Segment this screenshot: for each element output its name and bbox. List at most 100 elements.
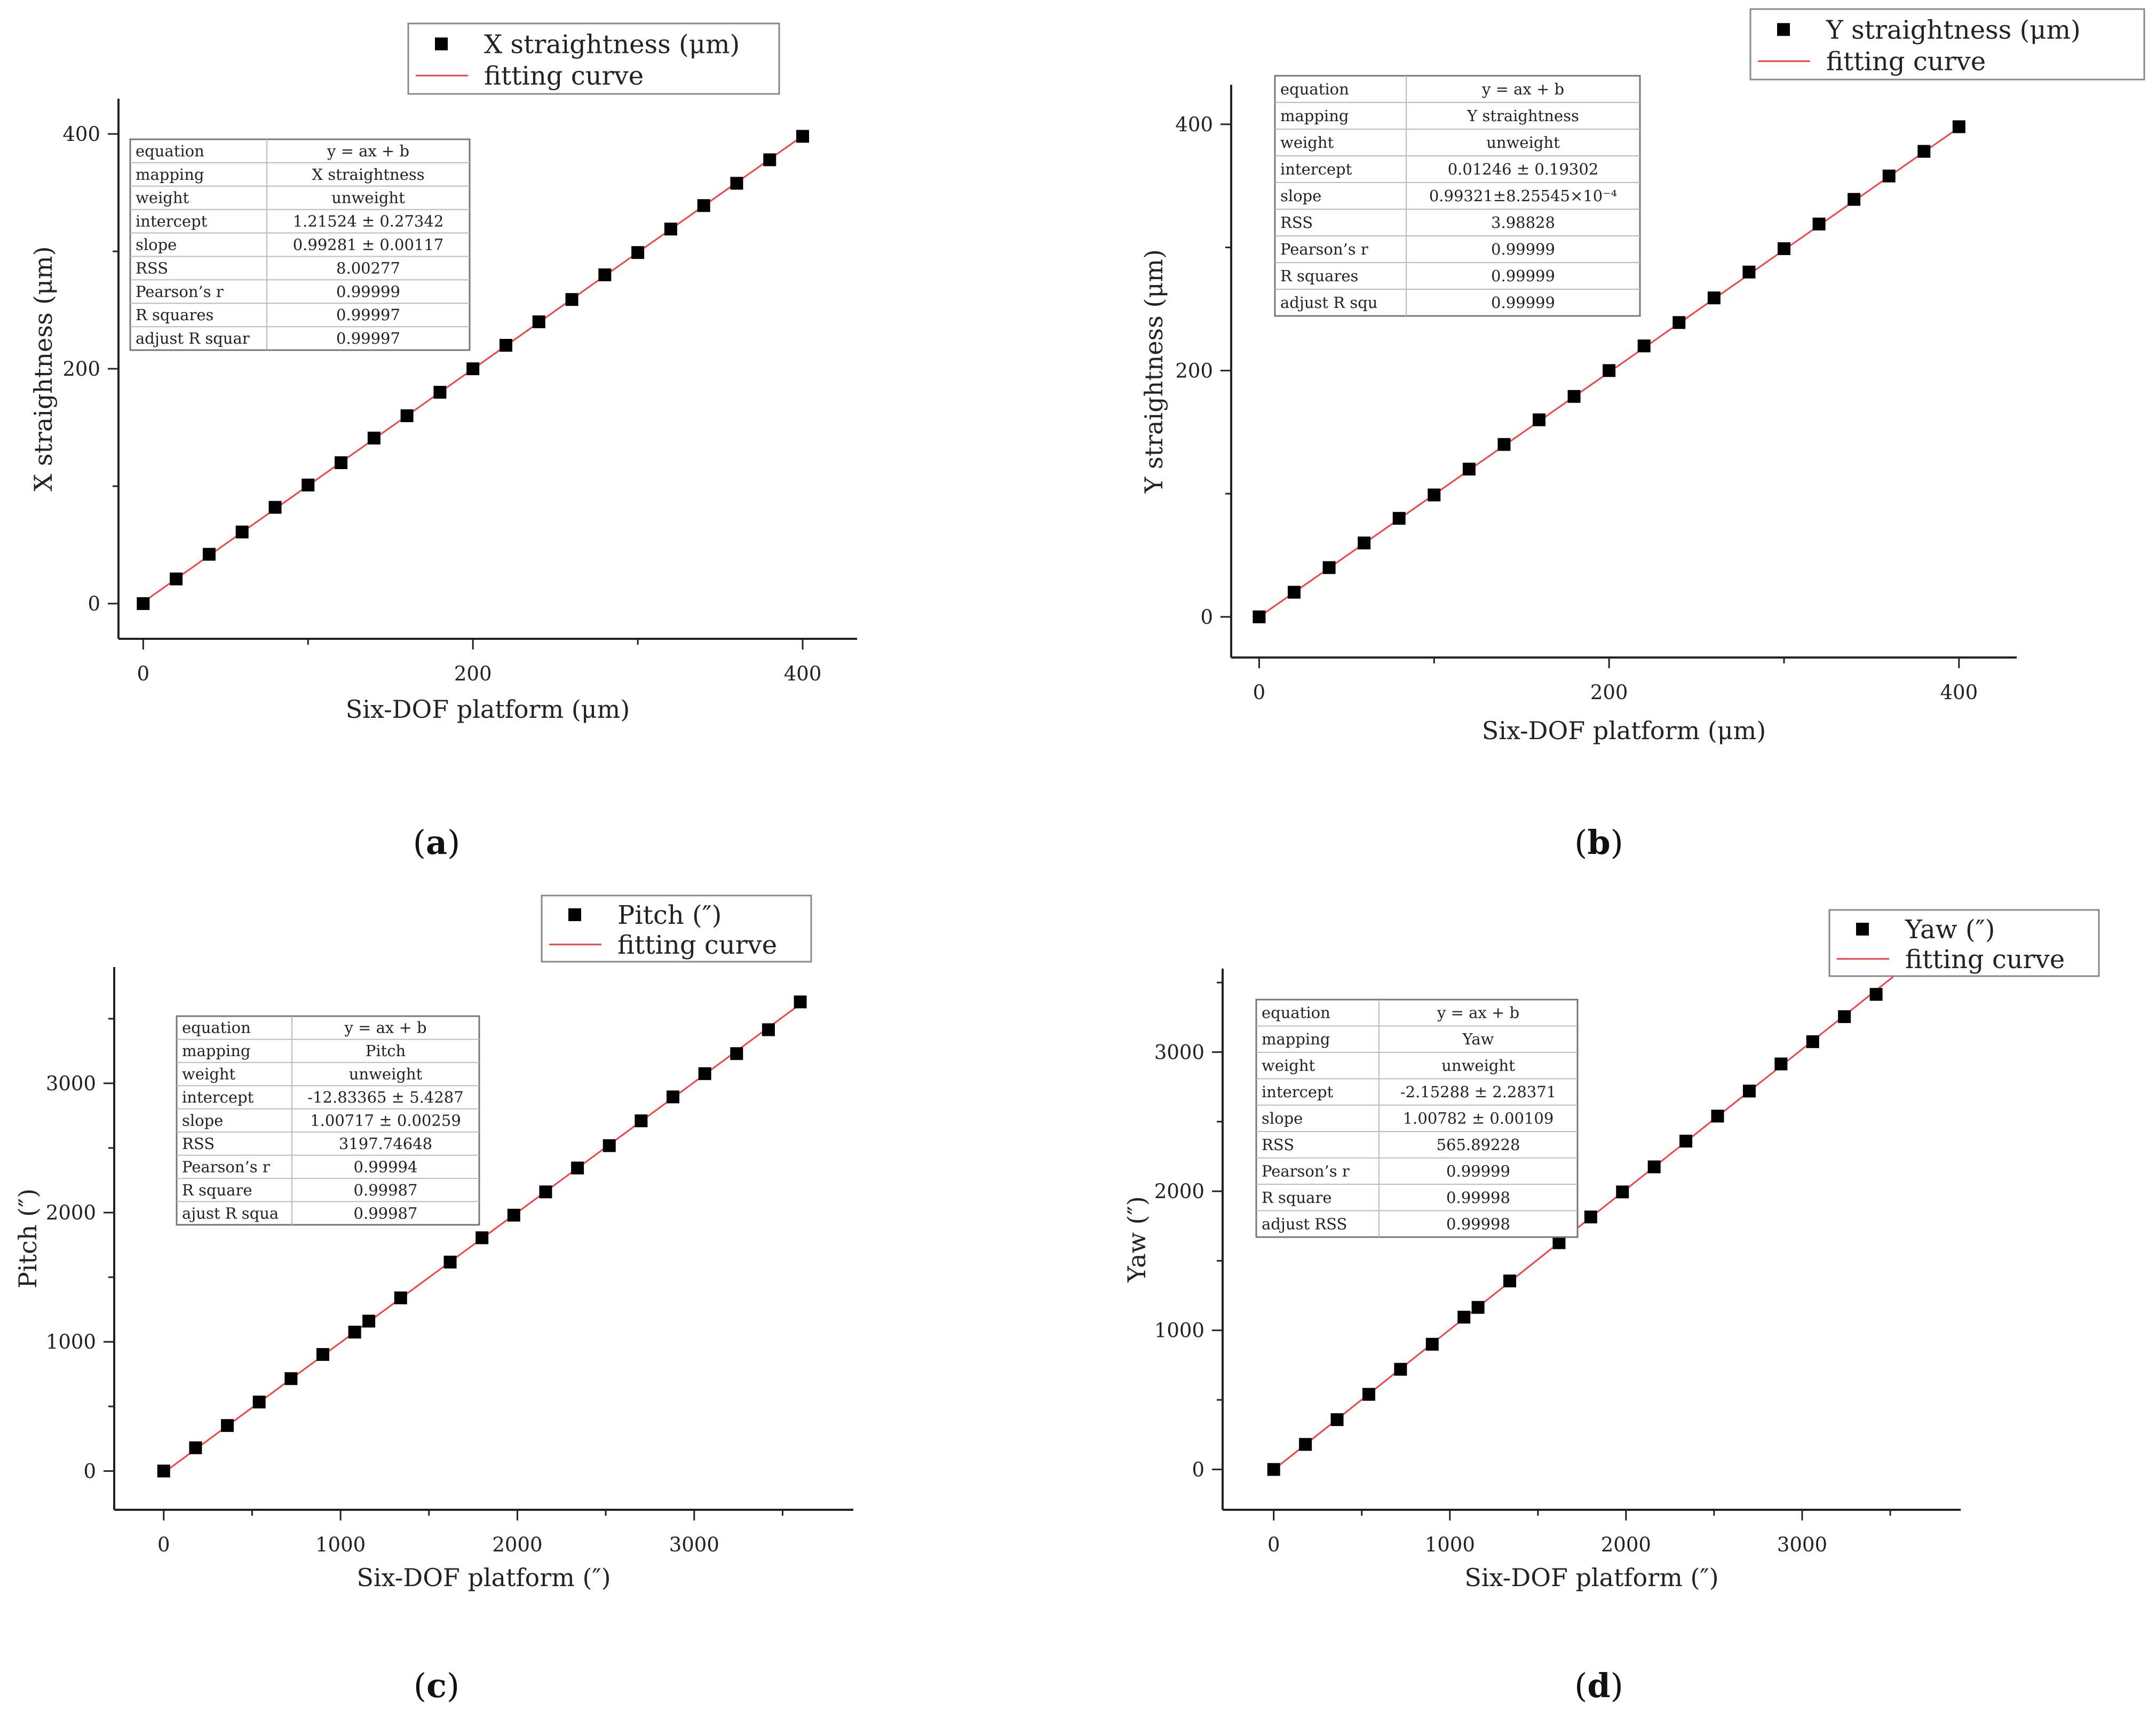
y-axis-title: Pitch (″) [13,1189,42,1288]
data-point [1497,438,1511,451]
legend-marker-square [568,908,581,921]
stats-table-key: R square [182,1181,252,1199]
data-point [1253,610,1266,623]
data-point [268,501,282,514]
panel-label-paren-close: ) [447,823,460,862]
legend-marker-square [1856,922,1869,936]
stats-table-key: intercept [136,212,208,231]
data-point [302,478,315,492]
data-point [794,995,807,1009]
legend-entry-series: X straightness (μm) [484,29,740,59]
data-point [698,1067,711,1080]
stats-table: equation y = ax + b mapping Yaw weight unweig… [1255,999,1579,1238]
stats-table-key: intercept [1280,160,1352,178]
chart-panel-a: 0 200 400 0 200 400 Six-DOF platform (μm) X str… [29,22,857,862]
stats-table-value: 0.99987 [354,1181,418,1199]
stats-table-value: 0.99281 ± 0.00117 [293,236,444,254]
data-point [1462,462,1476,476]
legend-entry-series: Yaw (″) [1905,915,1995,945]
legend-entry-fit: fitting curve [1826,47,1986,77]
legend-box [1749,8,2145,81]
chart-panel-c: 0 1000 2000 3000 0 1000 2000 3000 Six-DOF platfo… [13,894,853,1705]
x-axis-title: Six-DOF platform (″) [1464,1563,1718,1592]
data-point [571,1161,584,1175]
data-point [362,1314,376,1328]
panel-label-paren-open: ( [1574,823,1587,862]
stats-table-value: 0.01246 ± 0.19302 [1448,160,1599,178]
stats-table-key: slope [182,1112,223,1130]
data-point [1917,145,1931,158]
stats-table-value: 1.21524 ± 0.27342 [293,212,444,231]
data-point [1567,390,1581,403]
panel-label: (d) [1574,1666,1623,1705]
panel-label-paren-open: ( [1574,1666,1587,1705]
data-point [763,153,776,167]
legend-marker-square [1777,23,1790,36]
x-axis-title: Six-DOF platform (″) [356,1563,611,1592]
stats-table-value: Yaw [1462,1030,1494,1048]
legend: Yaw (″)fitting curve [1828,909,2100,977]
y-tick-label: 3000 [1154,1041,1204,1064]
data-point [1362,1388,1375,1401]
x-tick-label: 200 [1590,681,1628,704]
y-axis-title: Y straightness (μm) [1139,249,1168,494]
x-tick-label: 0 [1267,1533,1280,1556]
stats-table-key: Pearson’s r [136,282,224,300]
stats-table: equation y = ax + b mapping X straightness w… [129,138,471,351]
legend-box [1828,909,2100,977]
panel-label-letter: d [1587,1666,1610,1705]
stats-table-key: adjust R squ [1280,294,1377,312]
legend-entry-fit: fitting curve [1905,945,2065,975]
data-point [1288,585,1301,599]
data-point [697,199,710,212]
y-tick-label: 1000 [46,1330,96,1353]
stats-table-key: adjust R squar [136,329,250,347]
stats-table-value: unweight [1441,1057,1515,1075]
data-point [1267,1463,1280,1476]
data-point [1711,1110,1724,1123]
y-tick-label: 200 [1175,359,1213,382]
data-point [1806,1035,1819,1048]
x-tick-label: 0 [157,1533,170,1556]
data-point [1532,413,1545,426]
stats-table-key: Pearson’s r [1280,240,1368,258]
stats-table-value: 1.00782 ± 0.00109 [1403,1110,1554,1128]
data-point [400,409,414,422]
stats-table: equation y = ax + b mapping Y straightness w… [1274,75,1641,317]
y-axis-title: X straightness (μm) [29,246,58,491]
data-point [1952,120,1965,133]
data-point [1503,1274,1517,1288]
data-point [532,315,545,328]
stats-table-value: 0.99998 [1446,1189,1510,1207]
data-point [667,1090,680,1104]
data-point [1838,1010,1851,1023]
data-point [157,1464,170,1478]
panel-label-letter: c [426,1666,447,1705]
panel-label-paren-open: ( [413,823,426,862]
data-point [475,1231,489,1245]
data-point [1673,316,1686,329]
legend-entry-series: Pitch (″) [617,900,722,930]
stats-table: equation y = ax + b mapping Pitch weight unwe… [176,1015,480,1226]
data-point [539,1185,552,1199]
stats-table-key: intercept [182,1088,254,1106]
data-point [1616,1185,1629,1199]
x-tick-label: 200 [454,662,492,685]
data-point [499,339,512,352]
data-point [235,525,249,538]
stats-table-key: slope [1262,1110,1303,1128]
stats-table-value: y = ax + b [1437,1004,1519,1022]
stats-table-key: mapping [136,165,204,184]
data-point [335,456,348,469]
stats-table-value: 3197.74648 [339,1135,432,1153]
stats-table-key: ajust R squa [182,1204,279,1222]
data-point [1358,536,1371,550]
data-point [1777,242,1790,255]
data-point [443,1255,457,1269]
stats-table-value: 0.99994 [354,1158,418,1176]
stats-table-key: equation [1280,80,1349,98]
stats-table-key: RSS [182,1135,215,1153]
panel-label-paren-close: ) [447,1666,459,1705]
data-point [202,548,216,561]
stats-table-key: R square [1262,1189,1332,1207]
